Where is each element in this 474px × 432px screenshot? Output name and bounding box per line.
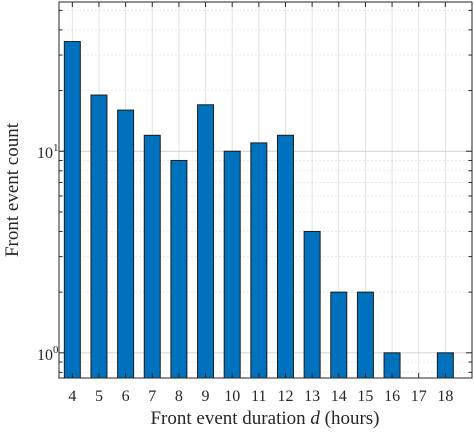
bars-group bbox=[63, 41, 454, 379]
x-tick-label: 10 bbox=[224, 388, 240, 405]
y-tick-label: 101 bbox=[37, 142, 59, 162]
x-tick-label: 4 bbox=[68, 388, 76, 405]
bar-8 bbox=[170, 159, 188, 379]
bar-9 bbox=[197, 104, 215, 379]
bar-13 bbox=[303, 230, 321, 379]
x-tick-label: 6 bbox=[122, 388, 130, 405]
bar-12 bbox=[276, 134, 294, 379]
bar-10 bbox=[223, 150, 241, 379]
x-tick-label: 12 bbox=[277, 388, 293, 405]
x-axis-label-unit: (hours) bbox=[320, 408, 380, 429]
x-tick-label: 5 bbox=[95, 388, 103, 405]
y-tick-label: 100 bbox=[37, 344, 59, 364]
bar-7 bbox=[143, 134, 161, 379]
x-tick-label: 17 bbox=[411, 388, 427, 405]
x-tick-label: 16 bbox=[384, 388, 400, 405]
x-axis-ticks: 4 5 6 7 8 9 10 11 12 13 14 15 16 17 18 bbox=[68, 2, 453, 405]
x-tick-label: 9 bbox=[202, 388, 210, 405]
x-tick-label: 15 bbox=[357, 388, 373, 405]
bar-11 bbox=[250, 142, 268, 379]
x-axis-label-variable: d bbox=[310, 408, 320, 429]
x-tick-label: 13 bbox=[304, 388, 320, 405]
y-axis-ticks: 100 101 bbox=[37, 9, 472, 373]
x-axis-label-text: Front event duration bbox=[150, 408, 310, 429]
bar-14 bbox=[330, 291, 348, 379]
x-axis-label: Front event duration d (hours) bbox=[150, 408, 379, 429]
x-tick-label: 8 bbox=[175, 388, 183, 405]
x-tick-label: 18 bbox=[437, 388, 453, 405]
plot-frame bbox=[58, 1, 473, 379]
bar-4 bbox=[63, 41, 81, 379]
bar-6 bbox=[117, 109, 135, 379]
bar-5 bbox=[90, 94, 108, 379]
x-tick-label: 14 bbox=[331, 388, 347, 405]
y-axis-label: Front event count bbox=[2, 122, 23, 257]
x-tick-label: 11 bbox=[251, 388, 266, 405]
bar-15 bbox=[356, 291, 374, 379]
x-tick-label: 7 bbox=[148, 388, 156, 405]
